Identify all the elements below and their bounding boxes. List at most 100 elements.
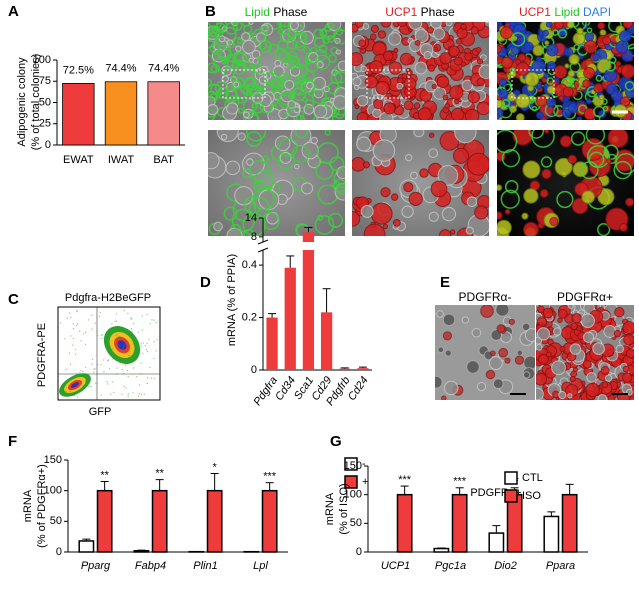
cell [504,179,519,194]
cell [294,163,300,170]
flow-event [153,377,155,380]
flow-event [138,384,141,386]
flow-event [74,379,76,382]
flow-event [111,323,113,325]
micrograph [497,130,634,236]
flow-event [130,328,133,330]
cell [213,221,223,232]
cell [586,145,610,169]
cell [471,327,482,338]
cell [524,71,540,87]
cell [237,132,246,141]
cell [337,60,345,72]
flow-event [148,338,150,340]
flow-event [117,337,120,340]
flow-event [140,373,142,375]
cell [246,158,254,166]
cell [284,79,295,90]
flow-event [82,385,84,387]
cell [516,349,524,357]
cell [382,223,389,230]
flow-event [64,394,67,397]
cell [607,130,629,148]
micrograph [536,305,634,400]
cell [246,82,260,96]
flow-event [78,330,81,333]
flow-event [84,387,87,389]
cell [625,197,634,207]
cell [552,390,560,399]
cell [295,114,304,120]
flow-event [146,377,149,379]
flow-event [123,309,125,312]
cell [515,93,531,109]
cell [498,88,509,99]
cell [267,43,279,55]
flow-event [88,319,90,321]
cell [509,67,516,74]
cell [605,61,616,72]
flow-event [151,319,153,321]
cell [246,130,267,142]
cell [380,22,392,28]
cell [593,105,605,118]
flow-event [82,370,84,373]
flow-event [141,315,144,317]
x-tick-label: Plin1 [193,560,217,572]
flow-event [84,331,87,333]
cell [242,110,259,120]
flow-event [80,369,82,372]
cell [221,58,228,65]
cell [615,40,629,54]
bar [488,532,505,553]
cell [358,39,367,48]
bar [506,493,523,553]
flow-event [128,354,130,357]
cell [613,149,634,172]
cell [208,152,220,170]
cell [497,130,518,154]
cell [597,222,611,236]
bar [151,489,168,553]
bar [451,493,468,553]
cell [563,47,574,57]
cell [242,60,252,70]
flow-event [132,367,135,369]
flow-event [116,367,118,369]
flow-event [153,341,155,343]
cell [313,28,324,40]
flow-event [113,391,115,394]
cell [327,35,335,43]
flow-event [118,344,120,346]
flow-event [132,343,135,345]
flow-event [100,364,102,366]
cell [570,370,578,378]
cell [504,357,511,364]
cell [442,94,449,101]
break-mark [257,239,269,245]
flow-event [140,362,142,364]
flow-event [116,334,118,336]
cell [335,49,341,55]
cell [500,26,513,40]
cell [242,39,256,54]
cell [536,316,548,327]
cell [592,342,605,355]
x-tick-label: Ppara [546,560,575,572]
flow-event [109,330,112,333]
flow-event [79,372,81,374]
flow-event [95,382,97,384]
flow-event [137,352,140,355]
flow-event [69,391,71,393]
cell [439,52,452,65]
flow-event [68,352,71,354]
legend-swatch [504,489,518,503]
x-tick-label: Cd34 [273,375,298,403]
cell [545,351,552,358]
cell [251,101,264,114]
cell [454,130,477,144]
cell [478,64,489,79]
cell [316,61,324,69]
value-label: 74.4% [105,63,136,75]
flow-event [143,393,146,395]
